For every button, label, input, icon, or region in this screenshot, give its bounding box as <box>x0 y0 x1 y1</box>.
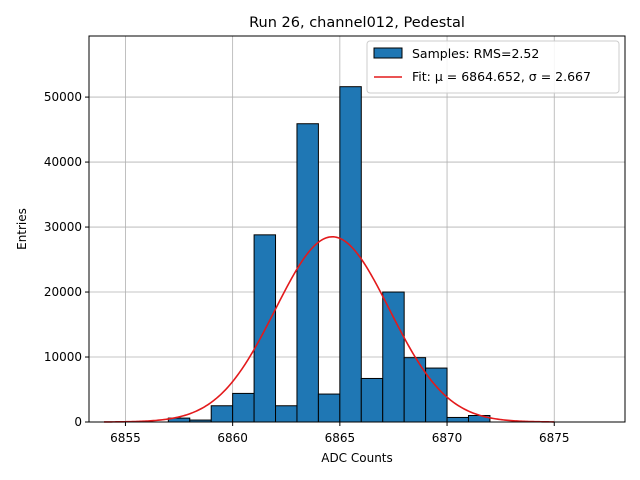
histogram-bar <box>210 405 234 423</box>
x-tick-label: 6870 <box>432 431 463 445</box>
x-tick-label: 6860 <box>217 431 248 445</box>
histogram-bars <box>167 86 491 423</box>
x-axis-ticks: 6855 6860 6865 6870 6875 <box>110 422 570 445</box>
histogram-bar <box>446 416 469 423</box>
histogram-bar <box>296 123 319 423</box>
histogram-bar <box>275 405 298 423</box>
y-axis-ticks: 0 10000 20000 30000 40000 50000 <box>44 90 89 429</box>
x-tick-label: 6875 <box>539 431 570 445</box>
legend-label-samples: Samples: RMS=2.52 <box>412 46 539 61</box>
plot-frame <box>88 35 626 423</box>
y-tick-label: 0 <box>74 415 82 429</box>
y-tick-label: 40000 <box>44 155 82 169</box>
y-tick-label: 10000 <box>44 350 82 364</box>
histogram-bar <box>232 392 255 423</box>
legend-patch-samples <box>373 47 403 59</box>
legend-box <box>366 40 620 94</box>
y-tick-label: 30000 <box>44 220 82 234</box>
legend-label-fit: Fit: μ = 6864.652, σ = 2.667 <box>412 69 591 84</box>
y-axis-label: Entries <box>15 208 29 250</box>
histogram-bar <box>317 393 341 423</box>
chart-title: Run 26, channel012, Pedestal <box>249 15 465 31</box>
y-tick-label: 50000 <box>44 90 82 104</box>
x-tick-label: 6865 <box>325 431 356 445</box>
x-tick-label: 6855 <box>110 431 141 445</box>
histogram-bar <box>382 291 405 423</box>
histogram-bar <box>360 377 384 423</box>
legend: Samples: RMS=2.52 Fit: μ = 6864.652, σ =… <box>366 40 620 94</box>
y-tick-label: 20000 <box>44 285 82 299</box>
fit-curve <box>104 235 555 423</box>
x-axis-label: ADC Counts <box>321 451 393 465</box>
